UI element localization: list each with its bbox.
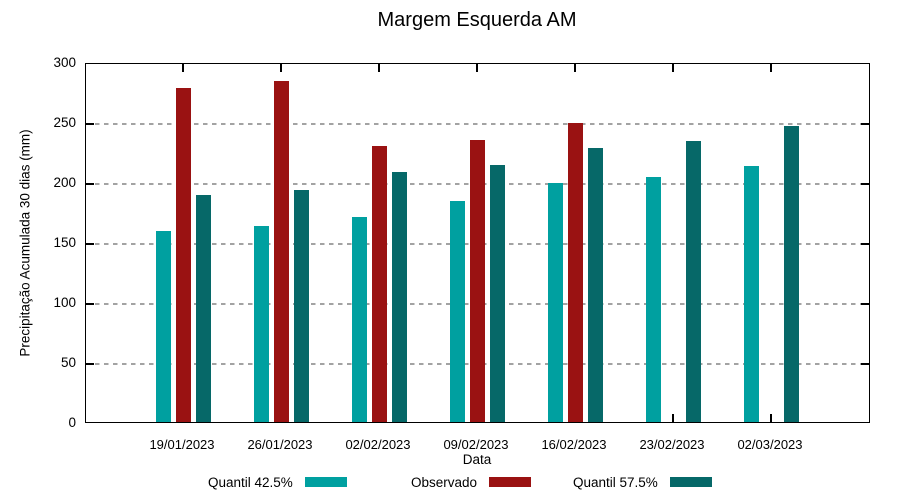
y-tick-right	[861, 303, 869, 305]
bar-quantil-57-5	[293, 190, 309, 422]
bar-quantil-57-5	[195, 195, 211, 422]
x-tick-label: 23/02/2023	[639, 437, 705, 452]
y-tick-label: 250	[53, 115, 76, 130]
bar-observado	[175, 88, 191, 422]
bar-quantil-42-5	[743, 166, 759, 422]
x-tick-bottom	[672, 414, 674, 422]
bar-quantil-57-5	[783, 125, 799, 422]
y-tick-label: 50	[60, 355, 76, 370]
bar-observado	[371, 146, 387, 422]
x-tick-top	[476, 64, 478, 72]
bar-quantil-42-5	[645, 177, 661, 422]
x-tick-top	[280, 64, 282, 72]
bar-quantil-42-5	[547, 183, 563, 422]
bar-quantil-57-5	[391, 172, 407, 422]
legend-swatch	[669, 477, 712, 487]
x-tick-label: 19/01/2023	[149, 437, 215, 452]
y-tick-left	[86, 303, 94, 305]
legend-item: Observado	[411, 473, 532, 491]
x-tick-label: 16/02/2023	[541, 437, 607, 452]
bar-observado	[469, 140, 485, 422]
bar-quantil-57-5	[489, 165, 505, 422]
legend-swatch	[489, 477, 532, 487]
bar-quantil-42-5	[351, 216, 367, 422]
bar-observado	[273, 81, 289, 422]
y-tick-right	[861, 243, 869, 245]
x-tick-label: 09/02/2023	[443, 437, 509, 452]
bar-quantil-42-5	[253, 226, 269, 422]
bar-quantil-57-5	[587, 148, 603, 422]
y-tick-label: 100	[53, 295, 76, 310]
legend-label: Observado	[411, 474, 478, 490]
y-tick-left	[86, 363, 94, 365]
y-tick-right	[861, 363, 869, 365]
y-tick-label: 300	[53, 55, 76, 70]
bar-quantil-42-5	[155, 231, 171, 422]
x-axis-title: Data	[462, 452, 492, 467]
x-tick-label: 02/03/2023	[737, 437, 803, 452]
chart-title: Margem Esquerda AM	[377, 9, 577, 31]
legend-label: Quantil 42.5%	[208, 474, 293, 490]
y-tick-right	[861, 183, 869, 185]
y-tick-left	[86, 243, 94, 245]
gridline	[86, 123, 869, 125]
x-tick-top	[574, 64, 576, 72]
x-tick-top	[770, 64, 772, 72]
legend-item: Quantil 57.5%	[573, 473, 712, 491]
y-tick-label: 0	[68, 415, 76, 430]
bar-quantil-42-5	[449, 201, 465, 422]
x-tick-top	[378, 64, 380, 72]
legend-swatch	[304, 477, 347, 487]
y-tick-right	[861, 123, 869, 125]
x-tick-top	[672, 64, 674, 72]
x-tick-label: 02/02/2023	[345, 437, 411, 452]
y-tick-label: 150	[53, 235, 76, 250]
x-tick-label: 26/01/2023	[247, 437, 313, 452]
y-tick-left	[86, 123, 94, 125]
y-tick-label: 200	[53, 175, 76, 190]
legend-item: Quantil 42.5%	[208, 473, 347, 491]
bar-observado	[567, 123, 583, 422]
bar-quantil-57-5	[685, 141, 701, 422]
legend-label: Quantil 57.5%	[573, 474, 658, 490]
plot-area	[85, 63, 870, 423]
x-tick-top	[182, 64, 184, 72]
y-tick-left	[86, 183, 94, 185]
x-tick-bottom	[770, 414, 772, 422]
